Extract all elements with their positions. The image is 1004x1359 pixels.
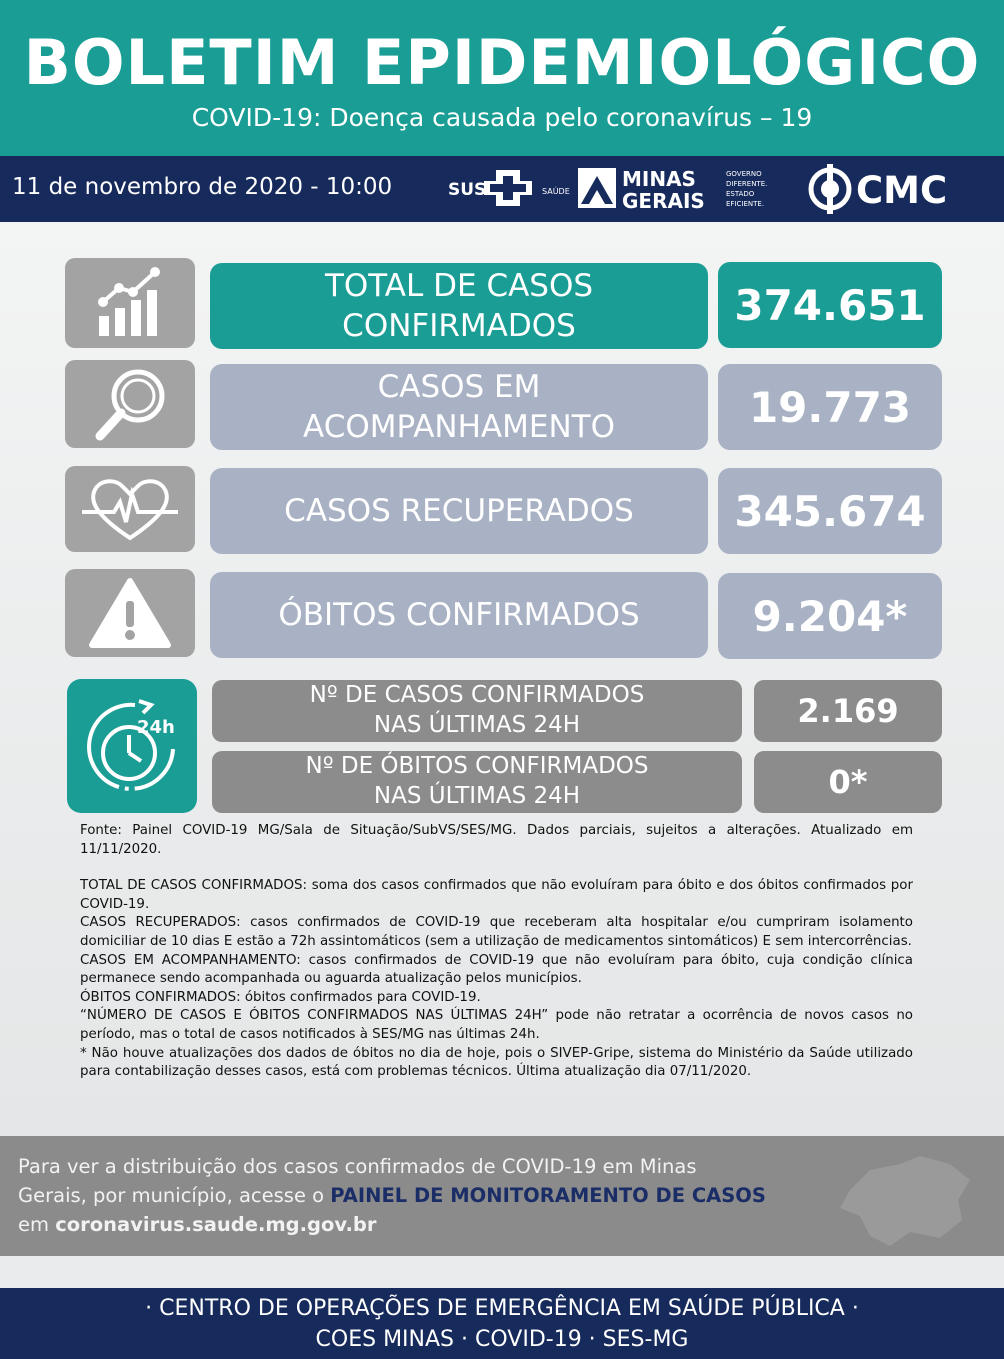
deaths-24h-value: 0* (754, 751, 942, 813)
footer-line2-text: Gerais, por município, acesse o (18, 1184, 330, 1207)
website-link[interactable]: coronavirus.saude.mg.gov.br (55, 1213, 376, 1236)
total-cases-value: 374.651 (718, 262, 942, 348)
gerais-text: GERAIS (622, 189, 705, 213)
notes-section: Fonte: Painel COVID-19 MG/Sala de Situaç… (80, 822, 913, 1082)
sus-logo-text: SUS (448, 180, 486, 200)
page-title: BOLETIM EPIDEMIOLÓGICO (0, 26, 1004, 99)
recovered-definition: CASOS RECUPERADOS: casos confirmados de … (80, 914, 913, 951)
chart-growth-icon (65, 258, 195, 348)
recovered-cases-value: 345.674 (718, 468, 942, 554)
page-subtitle: COVID-19: Doença causada pelo coronavíru… (0, 103, 1004, 132)
date-bar: 11 de novembro de 2020 - 10:00 SUS SAÚDE… (0, 156, 1004, 222)
cmc-text: CMC (856, 169, 947, 212)
bulletin-date: 11 de novembro de 2020 - 10:00 (12, 174, 392, 200)
dashboard-link[interactable]: PAINEL DE MONITORAMENTO DE CASOS (330, 1184, 766, 1207)
minas-gerais-emblem-icon (578, 168, 616, 208)
cases-24h-value: 2.169 (754, 680, 942, 742)
sus-cross-icon (484, 170, 532, 206)
footer-line3-text: em (18, 1213, 55, 1236)
source-note: Fonte: Painel COVID-19 MG/Sala de Situaç… (80, 822, 913, 859)
gov-line2: DIFERENTE. (726, 180, 767, 188)
warning-icon (65, 569, 195, 657)
minas-map-icon (830, 1150, 980, 1250)
footer-line1: Para ver a distribuição dos casos confir… (18, 1152, 766, 1181)
recovered-cases-label: CASOS RECUPERADOS (210, 468, 708, 554)
deaths-value: 9.204* (718, 573, 942, 659)
total-cases-label: TOTAL DE CASOS CONFIRMADOS (210, 263, 708, 349)
total-definition: TOTAL DE CASOS CONFIRMADOS: soma dos cas… (80, 877, 913, 914)
deaths-definition: ÓBITOS CONFIRMADOS: óbitos confirmados p… (80, 989, 913, 1008)
gov-line3: ESTADO (726, 190, 755, 198)
deaths-label: ÓBITOS CONFIRMADOS (210, 572, 708, 658)
header-banner: BOLETIM EPIDEMIOLÓGICO COVID-19: Doença … (0, 0, 1004, 156)
gov-line1: GOVERNO (726, 170, 762, 178)
magnifier-icon (65, 360, 195, 448)
coes-line1: · CENTRO DE OPERAÇÕES DE EMERGÊNCIA EM S… (0, 1293, 1004, 1324)
clock-24h-icon: 24h (67, 679, 197, 813)
saude-label: SAÚDE (542, 185, 570, 196)
cmc-emblem-icon (811, 164, 849, 214)
gov-line4: EFICIENTE. (726, 200, 764, 208)
last24-definition: “NÚMERO DE CASOS E ÓBITOS CONFIRMADOS NA… (80, 1007, 913, 1044)
heartbeat-icon (65, 466, 195, 552)
institution-logos: SUS SAÚDE MINAS GERAIS GOVERNO DIFERENTE… (448, 162, 988, 216)
svg-text:24h: 24h (137, 717, 175, 738)
bottom-banner: · CENTRO DE OPERAÇÕES DE EMERGÊNCIA EM S… (0, 1288, 1004, 1359)
deaths-24h-label: Nº DE ÓBITOS CONFIRMADOS NAS ÚLTIMAS 24H (212, 751, 742, 813)
coes-line2: COES MINAS · COVID-19 · SES-MG (0, 1324, 1004, 1355)
asterisk-note: * Não houve atualizações dos dados de ób… (80, 1045, 913, 1082)
followup-definition: CASOS EM ACOMPANHAMENTO: casos confirmad… (80, 952, 913, 989)
footer-panel: Para ver a distribuição dos casos confir… (0, 1136, 1004, 1256)
follow-up-cases-label: CASOS EM ACOMPANHAMENTO (210, 364, 708, 450)
follow-up-cases-value: 19.773 (718, 364, 942, 450)
minas-text: MINAS (622, 167, 696, 191)
cases-24h-label: Nº DE CASOS CONFIRMADOS NAS ÚLTIMAS 24H (212, 680, 742, 742)
